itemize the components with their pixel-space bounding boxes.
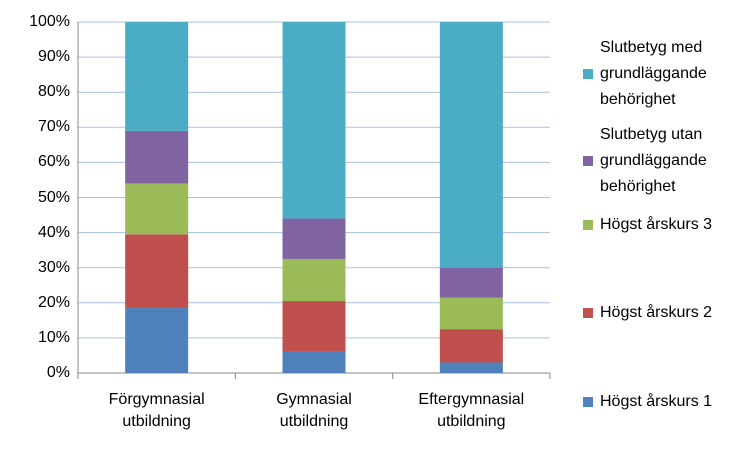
bar-segment: [282, 258, 346, 302]
legend-label: Högst årskurs 2: [600, 304, 713, 321]
y-tick-label: 20%: [37, 293, 70, 311]
legend-label: Högst årskurs 3: [600, 216, 713, 233]
legend-label: Slutbetyg utan grundläggande behörighet: [600, 126, 707, 195]
y-tick-label: 80%: [37, 83, 70, 101]
bar-segment: [282, 218, 346, 259]
bar-segment: [439, 329, 503, 363]
legend-swatch: [583, 156, 593, 166]
bar-segment: [125, 130, 189, 184]
x-tick-label: Eftergymnasial utbildning: [418, 391, 525, 430]
legend-swatch: [583, 220, 593, 230]
y-tick-label: 90%: [37, 48, 70, 66]
y-tick-label: 30%: [37, 258, 70, 276]
y-tick-label: 10%: [37, 328, 70, 346]
y-tick-label: 50%: [37, 188, 70, 206]
bar-segment: [282, 22, 346, 219]
y-tick-label: 0%: [46, 364, 70, 381]
y-tick-label: 60%: [37, 153, 70, 171]
bar-segment: [125, 183, 189, 235]
legend-label: Slutbetyg med grundläggande behörighet: [600, 39, 707, 108]
bar-segment: [282, 351, 346, 373]
bar-segment: [282, 301, 346, 352]
bar-segment: [125, 308, 189, 373]
bar-segment: [125, 234, 189, 309]
legend-swatch: [583, 308, 593, 318]
x-tick-label: Gymnasial utbildning: [276, 391, 352, 430]
legend-swatch: [583, 69, 593, 79]
bar-segment: [439, 297, 503, 330]
bar-segment: [439, 267, 503, 298]
bar-segment: [439, 362, 503, 373]
y-tick-label: 40%: [37, 223, 70, 241]
y-tick-label: 100%: [29, 13, 70, 30]
y-tick-label: 70%: [37, 118, 70, 136]
legend-swatch: [583, 397, 593, 407]
legend-label: Högst årskurs 1: [600, 393, 713, 410]
x-tick-label: Förgymnasial utbildning: [108, 391, 205, 430]
bar-segment: [125, 22, 189, 131]
bar-segment: [439, 22, 503, 268]
